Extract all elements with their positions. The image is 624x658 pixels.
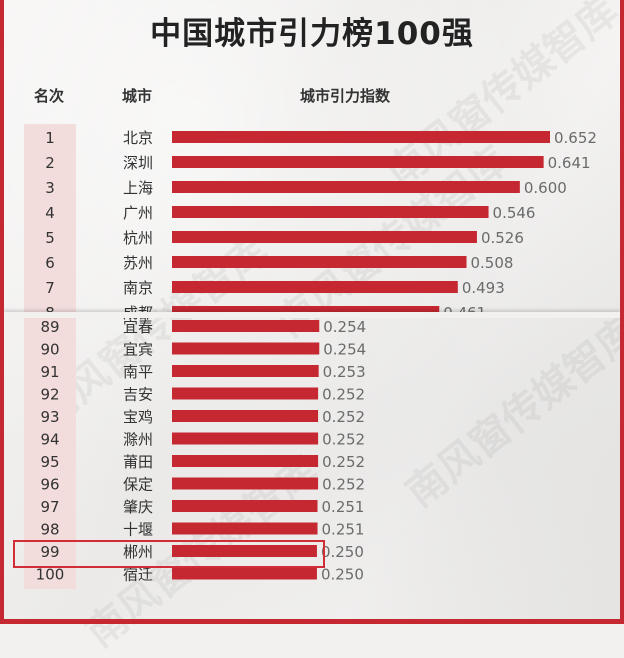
value-label: 0.526	[481, 229, 524, 247]
bar-宝鸡	[172, 410, 319, 422]
rank-label: 2	[45, 154, 55, 172]
value-label: 0.252	[322, 408, 365, 426]
rank-label: 98	[40, 521, 59, 539]
value-label: 0.251	[322, 521, 365, 539]
bar-郴州	[172, 545, 317, 557]
bar-保定	[172, 477, 319, 490]
city-label: 滁州	[123, 431, 153, 449]
rank-label: 1	[45, 129, 55, 147]
city-label: 莆田	[123, 453, 153, 471]
city-label: 上海	[123, 179, 153, 197]
page-frame	[0, 0, 624, 624]
value-label: 0.546	[493, 204, 536, 222]
chart-title: 中国城市引力榜100强	[150, 16, 474, 52]
bar-杭州	[172, 231, 477, 243]
rank-label: 7	[45, 279, 55, 297]
value-label: 0.641	[548, 154, 591, 172]
bar-莆田	[172, 455, 319, 467]
bar-宿迁	[172, 567, 317, 580]
rank-label: 3	[45, 179, 55, 197]
bar-滁州	[172, 432, 319, 445]
header-rank: 名次	[34, 87, 65, 105]
section-separator	[4, 312, 620, 318]
value-label: 0.600	[524, 179, 567, 197]
rank-label: 95	[40, 453, 59, 471]
rank-label: 99	[40, 543, 59, 561]
rank-column-background	[24, 124, 76, 589]
header-index: 城市引力指数	[300, 87, 391, 105]
bar-北京	[172, 131, 550, 143]
city-label: 南平	[123, 363, 153, 381]
bar-南平	[172, 365, 319, 377]
rank-label: 93	[40, 408, 59, 426]
value-label: 0.508	[471, 254, 514, 272]
value-label: 0.493	[462, 279, 505, 297]
bar-宜春	[172, 320, 320, 332]
rank-label: 5	[45, 229, 55, 247]
rank-label: 4	[45, 204, 55, 222]
value-label: 0.251	[322, 498, 365, 516]
bar-肇庆	[172, 500, 318, 512]
city-label: 广州	[123, 204, 153, 222]
rank-label: 96	[40, 476, 59, 494]
city-label: 深圳	[123, 154, 153, 172]
rank-label: 91	[40, 363, 59, 381]
value-label: 0.652	[554, 129, 597, 147]
bar-深圳	[172, 156, 544, 168]
value-label: 0.254	[323, 318, 366, 336]
value-label: 0.250	[321, 566, 364, 584]
city-label: 北京	[123, 129, 153, 147]
value-label: 0.254	[323, 341, 366, 359]
value-label: 0.252	[322, 453, 365, 471]
city-label: 苏州	[123, 254, 153, 272]
rank-label: 100	[36, 566, 65, 584]
bar-南京	[172, 281, 458, 293]
bar-苏州	[172, 256, 467, 268]
bar-chart: 1 北京 0.652 2 深圳 0.641 3 上海 0.600 4 广州 0.546 5 杭州 0.526…	[36, 129, 597, 584]
rank-label: 97	[40, 498, 59, 516]
rank-label: 89	[40, 318, 59, 336]
bar-十堰	[172, 522, 318, 535]
city-label: 郴州	[123, 543, 153, 561]
value-label: 0.252	[322, 431, 365, 449]
bar-上海	[172, 181, 520, 193]
city-label: 宝鸡	[123, 408, 153, 426]
rank-label: 90	[40, 341, 59, 359]
bar-吉安	[172, 387, 319, 400]
city-label: 十堰	[123, 521, 153, 539]
city-label: 宿迁	[123, 566, 153, 584]
rank-label: 92	[40, 386, 59, 404]
value-label: 0.250	[321, 543, 364, 561]
bar-广州	[172, 206, 489, 218]
city-label: 杭州	[123, 229, 153, 247]
value-label: 0.252	[322, 476, 365, 494]
city-label: 宜春	[123, 318, 153, 336]
highlight-box	[13, 540, 325, 568]
rank-label: 6	[45, 254, 55, 272]
value-label: 0.253	[323, 363, 366, 381]
header-city: 城市	[122, 87, 153, 105]
bar-宜宾	[172, 342, 320, 355]
value-label: 0.252	[322, 386, 365, 404]
city-label: 保定	[123, 476, 153, 494]
rank-label: 94	[40, 431, 59, 449]
city-label: 宜宾	[123, 341, 153, 359]
city-label: 吉安	[123, 386, 153, 404]
city-label: 肇庆	[123, 498, 153, 516]
city-label: 南京	[123, 279, 153, 297]
